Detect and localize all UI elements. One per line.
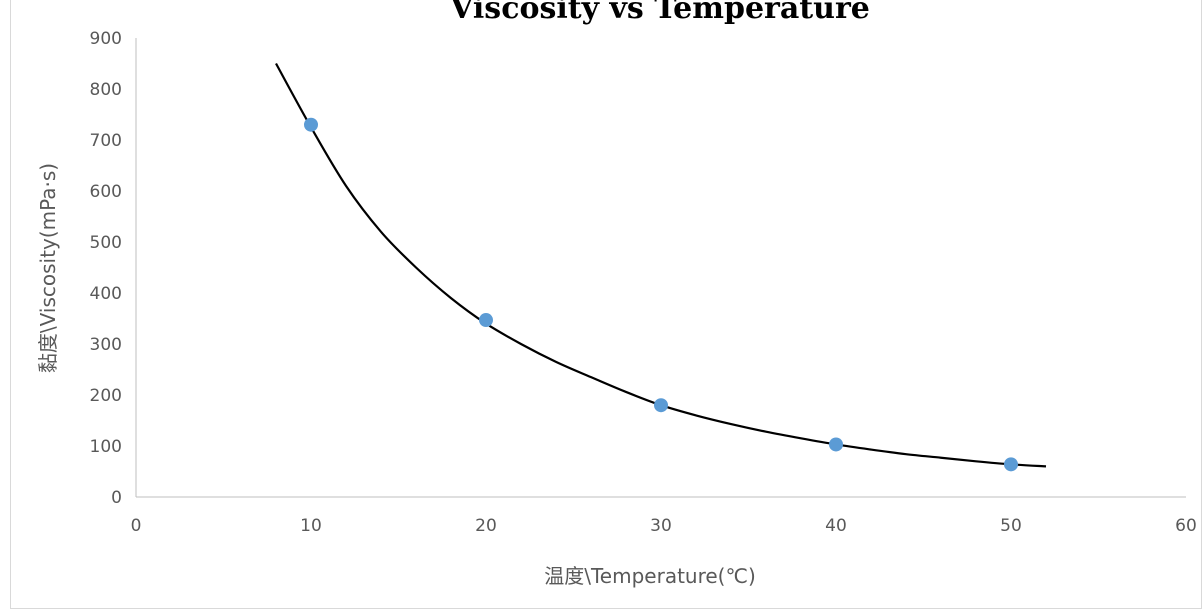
data-points [304,117,1018,472]
data-point [829,437,843,452]
x-tick-label: 10 [300,516,322,536]
x-tick-label: 50 [1000,516,1022,536]
x-tick-label: 60 [1175,516,1197,536]
x-tick-label: 0 [131,516,142,536]
chart-title: Viscosity vs Temperature [449,0,870,26]
x-tick-labels: 0 10 20 30 40 50 60 [131,516,1197,536]
data-point [479,313,493,328]
data-point [1004,457,1018,472]
y-tick-label: 700 [90,131,122,151]
y-tick-label: 800 [90,80,122,100]
y-tick-label: 900 [90,29,122,49]
y-tick-label: 200 [90,386,122,406]
chart-area [10,0,1202,609]
y-tick-label: 300 [90,335,122,355]
y-tick-label: 400 [90,284,122,304]
y-tick-label: 0 [111,488,122,508]
data-point [304,117,318,132]
x-tick-label: 30 [650,516,672,536]
y-tick-label: 100 [90,437,122,457]
x-axis-title: 温度\Temperature(℃) [544,564,756,588]
y-tick-label: 500 [90,233,122,253]
data-point [654,398,668,413]
x-tick-label: 20 [475,516,497,536]
y-tick-labels: 0 100 200 300 400 500 600 700 800 900 [90,29,122,508]
y-axis-title: 黏度\Viscosity(mPa·s) [36,163,60,373]
y-tick-label: 600 [90,182,122,202]
x-tick-label: 40 [825,516,847,536]
